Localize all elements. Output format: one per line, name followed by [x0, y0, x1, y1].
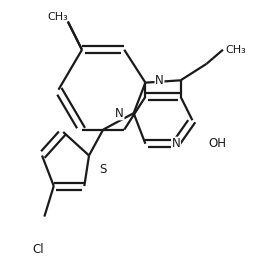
Text: CH₃: CH₃ — [47, 12, 68, 22]
Text: N: N — [172, 137, 180, 150]
Text: N: N — [115, 107, 124, 120]
Text: N: N — [155, 74, 164, 87]
Text: OH: OH — [209, 137, 227, 150]
Text: CH₃: CH₃ — [225, 45, 246, 55]
Text: S: S — [100, 163, 107, 176]
Text: Cl: Cl — [33, 243, 44, 256]
